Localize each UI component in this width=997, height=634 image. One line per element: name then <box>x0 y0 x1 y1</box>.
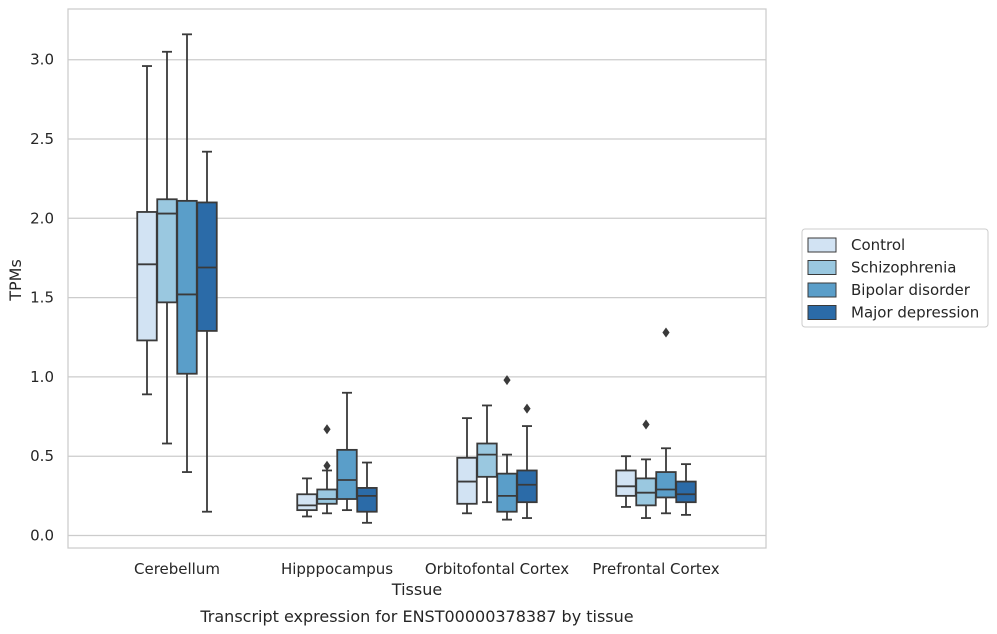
box-2-2 <box>496 375 518 521</box>
iqr-box <box>176 199 198 375</box>
iqr-box <box>336 448 358 500</box>
y-tick-label: 0.0 <box>30 527 54 545</box>
iqr-box <box>296 493 318 512</box>
box-1-2 <box>336 391 358 512</box>
legend: Control Schizophrenia Bipolar disorder Majo… <box>801 228 989 328</box>
outlier-point <box>323 424 331 435</box>
iqr-box <box>655 471 677 499</box>
legend-swatch <box>807 305 837 320</box>
y-tick-label: 1.5 <box>30 289 54 307</box>
box-0-0 <box>136 65 158 396</box>
box-3-1 <box>635 419 657 519</box>
box-3-2 <box>655 327 677 515</box>
x-tick-label: Orbitofontal Cortex <box>425 560 569 578</box>
chart-caption: Transcript expression for ENST0000037838… <box>199 607 633 626</box>
outlier-point <box>503 375 511 386</box>
y-tick-label: 3.0 <box>30 51 54 69</box>
box-1-1 <box>316 424 338 515</box>
legend-label: Control <box>851 236 905 254</box>
legend-items: Control Schizophrenia Bipolar disorder Majo… <box>807 236 979 322</box>
iqr-box <box>156 198 178 304</box>
iqr-box <box>675 480 697 504</box>
legend-label: Major depression <box>851 304 979 322</box>
y-axis-ticks: 0.0 0.5 1.0 1.5 2.0 2.5 3.0 <box>30 51 54 545</box>
legend-label: Schizophrenia <box>851 259 956 277</box>
iqr-box <box>496 472 518 513</box>
y-axis-label: TPMs <box>6 259 25 302</box>
box-0-2 <box>176 33 198 473</box>
box-2-0 <box>456 417 478 515</box>
legend-swatch <box>807 237 837 253</box>
x-axis-ticks: Cerebellum Hipppocampus Orbitofontal Corte… <box>134 560 720 578</box>
legend-swatch <box>807 260 837 275</box>
iqr-box <box>316 488 338 505</box>
y-tick-label: 2.0 <box>30 209 54 227</box>
outlier-point <box>323 460 331 471</box>
box-0-1 <box>156 50 178 445</box>
y-tick-label: 0.5 <box>30 447 54 465</box>
iqr-box <box>615 469 637 497</box>
x-tick-label: Cerebellum <box>134 560 220 578</box>
legend-label: Bipolar disorder <box>851 281 971 299</box>
outlier-point <box>523 403 531 414</box>
iqr-box <box>516 469 538 504</box>
legend-swatch <box>807 282 837 298</box>
box-2-3 <box>516 403 538 519</box>
y-tick-label: 2.5 <box>30 130 54 148</box>
iqr-box <box>136 211 158 342</box>
box-3-3 <box>675 463 697 516</box>
box-1-0 <box>296 477 318 518</box>
x-tick-label: Hipppocampus <box>281 560 393 578</box>
iqr-box <box>356 487 378 513</box>
box-marks <box>136 33 697 524</box>
x-tick-label: Prefrontal Cortex <box>592 560 719 578</box>
y-tick-label: 1.0 <box>30 368 54 386</box>
legend-frame <box>801 228 989 328</box>
box-0-3 <box>196 150 218 513</box>
iqr-box <box>476 442 498 478</box>
box-2-1 <box>476 404 498 504</box>
box-1-3 <box>356 461 378 524</box>
outlier-point <box>662 327 670 338</box>
outlier-point <box>642 419 650 430</box>
x-axis-label: Tissue <box>391 580 442 599</box>
box-3-0 <box>615 455 637 508</box>
plot-frame <box>67 8 767 549</box>
